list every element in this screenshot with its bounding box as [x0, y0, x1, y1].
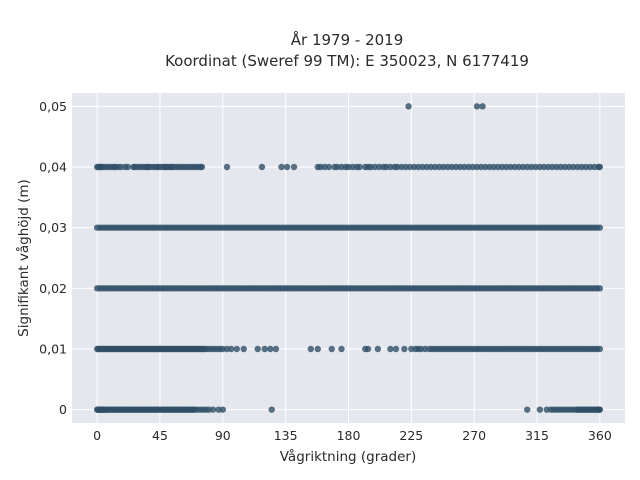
x-tick-label: 360 [588, 428, 612, 443]
data-point [268, 406, 275, 413]
data-point [261, 345, 268, 353]
x-tick-label: 225 [399, 428, 423, 443]
x-tick-label: 270 [462, 428, 486, 443]
data-point [387, 345, 394, 353]
data-point [227, 345, 235, 353]
data-point [596, 163, 604, 171]
y-tick-label: 0,02 [39, 281, 67, 296]
data-point [479, 103, 486, 110]
data-point [283, 163, 291, 171]
data-point [233, 345, 240, 353]
y-axis-label: Signifikant våghöjd (m) [15, 179, 32, 337]
data-point [596, 285, 604, 292]
data-point [267, 345, 274, 353]
data-point [325, 163, 333, 171]
data-point [596, 224, 604, 231]
data-point [290, 163, 298, 171]
data-point [307, 345, 314, 353]
data-point [258, 163, 266, 171]
y-tick-label: 0,05 [39, 99, 67, 114]
data-point [272, 345, 280, 353]
data-point [219, 406, 227, 413]
data-point [328, 345, 335, 353]
data-point [314, 345, 321, 353]
data-point [356, 163, 363, 171]
data-point [254, 345, 261, 353]
data-point [405, 103, 412, 110]
data-point [364, 345, 372, 353]
y-tick-label: 0,04 [39, 160, 67, 175]
x-tick-label: 45 [152, 428, 168, 443]
chart-subtitle: Koordinat (Sweref 99 TM): E 350023, N 61… [165, 52, 529, 70]
data-point [596, 345, 604, 353]
data-point [401, 345, 408, 353]
data-point [374, 345, 382, 353]
y-tick-label: 0 [59, 402, 67, 417]
x-tick-label: 180 [337, 428, 361, 443]
y-tick-label: 0,01 [39, 341, 67, 356]
y-tick-label: 0,03 [39, 220, 67, 235]
data-point [338, 345, 345, 353]
y-tick-labels: 0 0,01 0,02 0,03 0,04 0,05 [39, 99, 67, 417]
data-point [278, 163, 285, 171]
data-point [473, 103, 481, 110]
data-point [209, 406, 217, 413]
data-point [124, 163, 132, 171]
x-tick-label: 315 [525, 428, 549, 443]
x-axis-label: Vågriktning (grader) [280, 448, 417, 465]
x-tick-label: 90 [215, 428, 231, 443]
chart-title: År 1979 - 2019 [291, 30, 404, 49]
x-tick-labels: 0 45 90 135 180 225 270 315 360 [93, 428, 612, 443]
data-point [392, 345, 400, 353]
data-point [536, 406, 544, 413]
data-point [198, 163, 206, 171]
x-tick-label: 0 [93, 428, 101, 443]
data-points [93, 103, 604, 413]
data-point [524, 406, 531, 413]
data-point [240, 345, 247, 353]
data-point [223, 163, 231, 171]
x-tick-label: 135 [274, 428, 298, 443]
data-point [596, 406, 604, 413]
